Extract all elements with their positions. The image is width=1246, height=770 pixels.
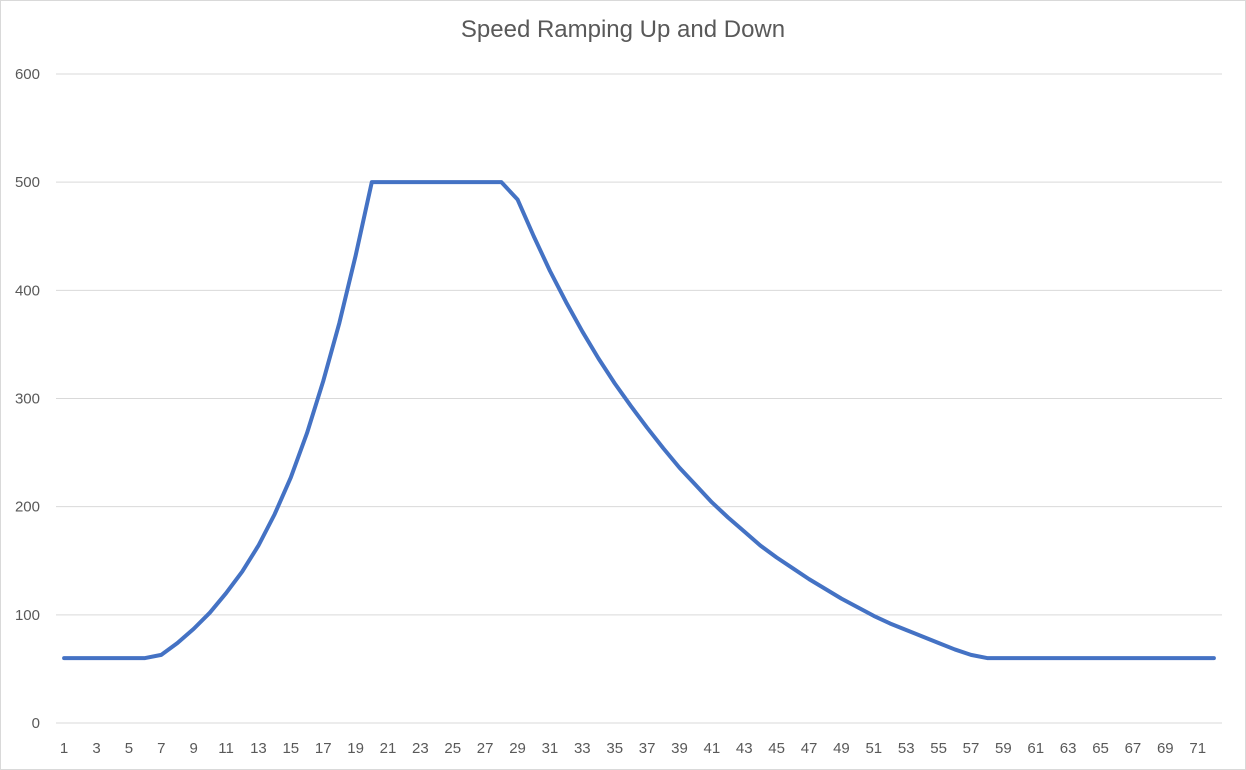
x-tick-label: 9	[189, 740, 197, 757]
x-tick-label: 59	[995, 740, 1012, 757]
x-tick-label: 41	[704, 740, 721, 757]
x-tick-label: 63	[1060, 740, 1077, 757]
x-tick-label: 1	[60, 740, 68, 757]
x-tick-label: 31	[542, 740, 559, 757]
y-tick-label: 200	[15, 499, 40, 516]
x-tick-label: 29	[509, 740, 526, 757]
x-tick-label: 19	[347, 740, 364, 757]
y-axis-ticks: 0 100 200 300 400 500 600	[15, 66, 40, 732]
x-tick-label: 39	[671, 740, 688, 757]
x-tick-label: 55	[930, 740, 947, 757]
x-tick-label: 65	[1092, 740, 1109, 757]
x-tick-label: 49	[833, 740, 850, 757]
x-tick-label: 35	[606, 740, 623, 757]
series-layer	[62, 180, 1216, 661]
x-tick-label: 7	[157, 740, 165, 757]
x-tick-label: 43	[736, 740, 753, 757]
x-tick-label: 57	[963, 740, 980, 757]
y-tick-label: 500	[15, 174, 40, 191]
gridlines	[56, 73, 1222, 724]
x-tick-label: 25	[444, 740, 461, 757]
x-tick-label: 5	[125, 740, 133, 757]
x-tick-label: 47	[801, 740, 818, 757]
y-tick-label: 100	[15, 607, 40, 624]
x-tick-label: 23	[412, 740, 429, 757]
x-tick-label: 51	[865, 740, 882, 757]
x-tick-label: 67	[1125, 740, 1142, 757]
y-tick-label: 0	[32, 715, 40, 732]
chart-title: Speed Ramping Up and Down	[460, 16, 786, 43]
x-tick-label: 61	[1027, 740, 1044, 757]
x-tick-label: 17	[315, 740, 332, 757]
y-tick-label: 400	[15, 282, 40, 299]
x-tick-label: 33	[574, 740, 591, 757]
series-line-0	[62, 180, 1216, 661]
x-axis-ticks: 1 3 5 7 9 11 13 15 17 19 21 23 25 27 29 31 33 35 37 39 41 43 4…	[60, 740, 1206, 757]
x-tick-label: 53	[898, 740, 915, 757]
x-tick-label: 15	[282, 740, 299, 757]
x-tick-label: 45	[768, 740, 785, 757]
y-tick-label: 300	[15, 391, 40, 408]
x-tick-label: 21	[380, 740, 397, 757]
x-tick-label: 11	[218, 740, 234, 757]
x-tick-label: 13	[250, 740, 267, 757]
x-tick-label: 27	[477, 740, 494, 757]
x-tick-label: 71	[1189, 740, 1206, 757]
x-tick-label: 69	[1157, 740, 1174, 757]
x-tick-label: 37	[639, 740, 656, 757]
x-tick-label: 3	[92, 740, 100, 757]
y-tick-label: 600	[15, 66, 40, 83]
